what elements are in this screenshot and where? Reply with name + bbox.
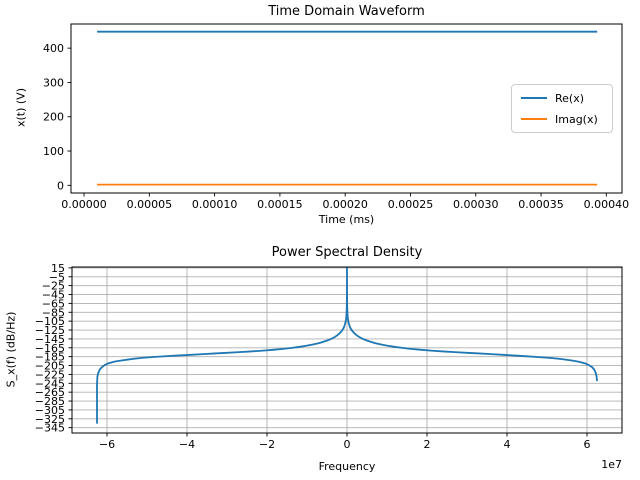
y-tick-label: −5 — [49, 271, 65, 284]
y-tick-label: 200 — [43, 111, 64, 124]
y-tick-label: −325 — [35, 413, 65, 426]
time-domain-chart-title: Time Domain Waveform — [268, 4, 425, 19]
psd-y-axis-label: S_x(f) (dB/Hz) — [4, 311, 18, 388]
x-tick-label: −2 — [259, 438, 275, 451]
y-tick-label: −85 — [42, 306, 65, 319]
x-tick-label: −6 — [99, 438, 115, 451]
x-tick-label: 0 — [344, 438, 351, 451]
time-domain-x-axis-label: Time (ms) — [318, 213, 375, 226]
x-tick-label: 2 — [424, 438, 431, 451]
y-tick-label: −45 — [42, 289, 65, 302]
y-tick-label: −245 — [35, 377, 65, 390]
y-tick-label: −125 — [35, 324, 65, 337]
y-tick-label: −225 — [35, 368, 65, 381]
y-tick-label: 15 — [51, 262, 65, 275]
axes-spines — [70, 23, 623, 194]
y-tick-label: −305 — [35, 404, 65, 417]
x-tick-label: 0.00020 — [322, 198, 368, 211]
y-tick-label: −185 — [35, 351, 65, 364]
y-tick-label: −105 — [35, 315, 65, 328]
y-tick-label: −205 — [35, 360, 65, 373]
axes-spines — [71, 266, 623, 434]
psd-x-axis-label: Frequency — [318, 460, 376, 473]
x-tick-label: 0.00040 — [584, 198, 630, 211]
psd-chart-title: Power Spectral Density — [271, 245, 423, 260]
y-tick-label: −145 — [35, 333, 65, 346]
x-tick-label: −4 — [179, 438, 195, 451]
re-line-swatch — [521, 97, 547, 99]
x-tick-label: 0.00000 — [61, 198, 107, 211]
x-axis-offset-text: 1e7 — [601, 458, 622, 471]
time-domain-y-axis-label: x(t) (V) — [14, 88, 28, 128]
x-tick-label: 0.00010 — [192, 198, 238, 211]
y-tick-label: −165 — [35, 342, 65, 355]
legend-row-imag: Imag(x) — [521, 112, 603, 126]
legend-label-imag: Imag(x) — [555, 112, 598, 126]
y-tick-label: −25 — [42, 280, 65, 293]
legend-row-re: Re(x) — [521, 91, 603, 105]
y-tick-label: 400 — [43, 42, 64, 55]
y-tick-label: 0 — [57, 179, 64, 192]
legend-label-re: Re(x) — [555, 91, 585, 105]
x-tick-label: 0.00035 — [518, 198, 564, 211]
x-tick-label: 0.00015 — [257, 198, 303, 211]
data-line-psd — [96, 266, 598, 424]
x-tick-label: 4 — [504, 438, 511, 451]
x-tick-label: 0.00030 — [453, 198, 499, 211]
y-tick-label: −345 — [35, 422, 65, 435]
x-tick-label: 6 — [584, 438, 591, 451]
imag-line-swatch — [521, 118, 547, 120]
y-tick-label: −65 — [42, 297, 65, 310]
y-tick-label: −285 — [35, 395, 65, 408]
legend: Re(x) Imag(x) — [511, 84, 613, 133]
y-tick-label: −265 — [35, 386, 65, 399]
y-tick-label: 100 — [43, 145, 64, 158]
y-tick-label: 300 — [43, 76, 64, 89]
x-tick-label: 0.00025 — [388, 198, 434, 211]
x-tick-label: 0.00005 — [127, 198, 173, 211]
